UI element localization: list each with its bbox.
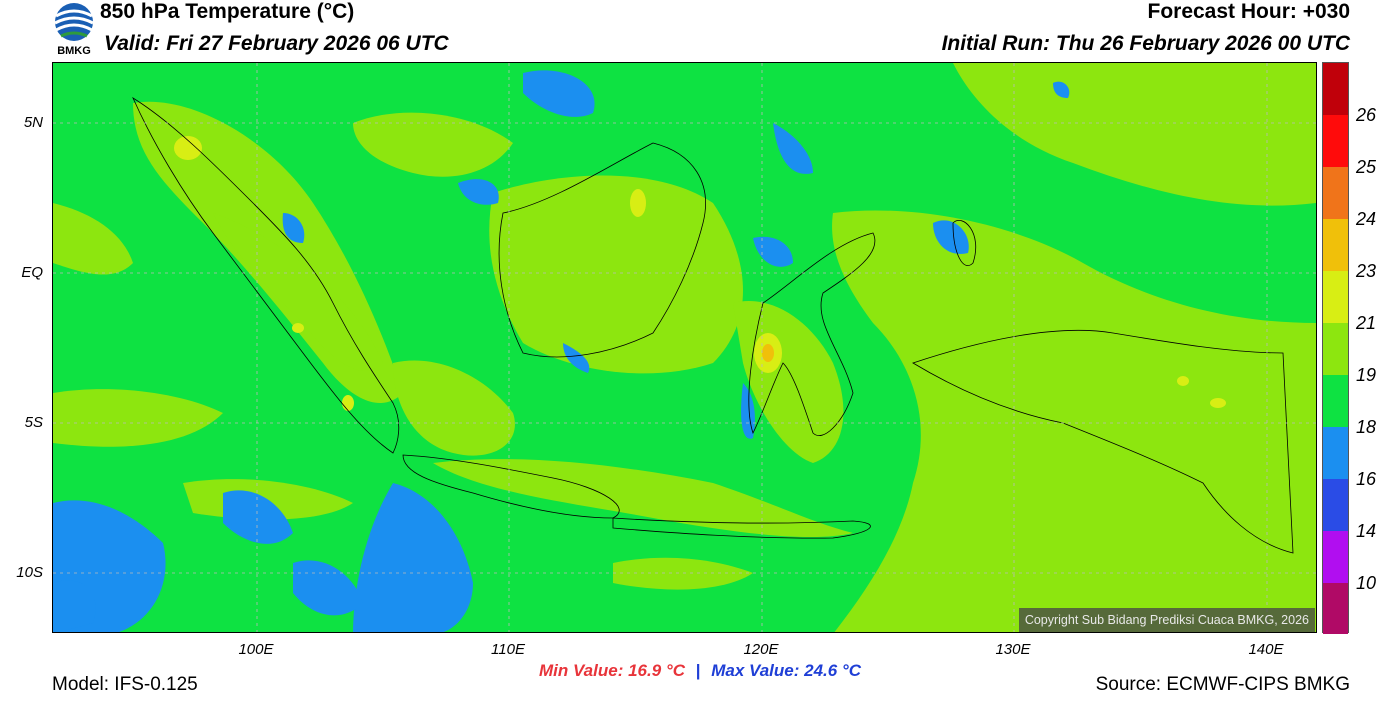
colorbar-segment xyxy=(1323,219,1348,271)
colorbar-segment xyxy=(1323,479,1348,531)
lon-label-130e: 130E xyxy=(995,641,1031,658)
max-value: Max Value: 24.6 °C xyxy=(711,661,862,680)
gridlines xyxy=(53,63,1316,632)
lat-label-5s: 5S xyxy=(24,414,43,431)
colorbar-label: 14 xyxy=(1356,521,1377,541)
colorbar-label: 25 xyxy=(1356,157,1377,177)
coastlines xyxy=(132,96,1294,554)
temperature-map xyxy=(52,62,1317,633)
colorbar-label: 19 xyxy=(1356,365,1377,385)
colorbar-label: 26 xyxy=(1356,105,1377,125)
initial-run: Initial Run: Thu 26 February 2026 00 UTC xyxy=(941,32,1350,55)
model-label: Model: IFS-0.125 xyxy=(52,674,198,695)
colorbar-label: 18 xyxy=(1356,417,1377,437)
colorbar-label: 24 xyxy=(1356,209,1377,229)
colorbar-segment xyxy=(1323,583,1348,634)
lon-label-100e: 100E xyxy=(238,641,274,658)
lat-label-eq: EQ xyxy=(21,264,43,281)
min-value: Min Value: 16.9 °C xyxy=(538,661,685,680)
colorbar-segment xyxy=(1323,167,1348,219)
colorbar-segment xyxy=(1323,531,1348,583)
colorbar-label: 16 xyxy=(1356,469,1377,489)
colorbar-segment xyxy=(1323,323,1348,375)
lon-label-110e: 110E xyxy=(491,641,525,658)
chart-title: 850 hPa Temperature (°C) xyxy=(100,0,355,23)
bmkg-logo: BMKG xyxy=(51,2,97,58)
colorbar-label: 10 xyxy=(1356,573,1377,593)
colorbar-label: 21 xyxy=(1356,313,1377,333)
bmkg-logo-emblem xyxy=(54,3,94,41)
lat-label-10s: 10S xyxy=(16,564,43,581)
forecast-hour: Forecast Hour: +030 xyxy=(1147,0,1351,23)
colorbar-segment xyxy=(1323,115,1348,167)
min-max-separator: | xyxy=(695,661,701,680)
cool-field-patches xyxy=(53,70,1070,632)
very-hot-spots xyxy=(762,344,774,362)
lat-label-5n: 5N xyxy=(23,114,43,131)
colorbar xyxy=(1322,62,1349,634)
colorbar-segment xyxy=(1323,427,1348,479)
min-max-line: Min Value: 16.9 °C | Max Value: 24.6 °C xyxy=(0,661,1400,681)
colorbar-label: 23 xyxy=(1356,261,1377,281)
map-canvas xyxy=(53,63,1316,632)
logo-text: BMKG xyxy=(57,45,91,57)
colorbar-segment xyxy=(1323,63,1348,115)
lon-label-140e: 140E xyxy=(1248,641,1284,658)
colorbar-segment xyxy=(1323,375,1348,427)
copyright-notice: Copyright Sub Bidang Prediksi Cuaca BMKG… xyxy=(1018,608,1315,632)
lon-label-120e: 120E xyxy=(743,641,779,658)
source-label: Source: ECMWF-CIPS BMKG xyxy=(1095,674,1350,695)
colorbar-segment xyxy=(1323,271,1348,323)
valid-time: Valid: Fri 27 February 2026 06 UTC xyxy=(104,32,449,55)
